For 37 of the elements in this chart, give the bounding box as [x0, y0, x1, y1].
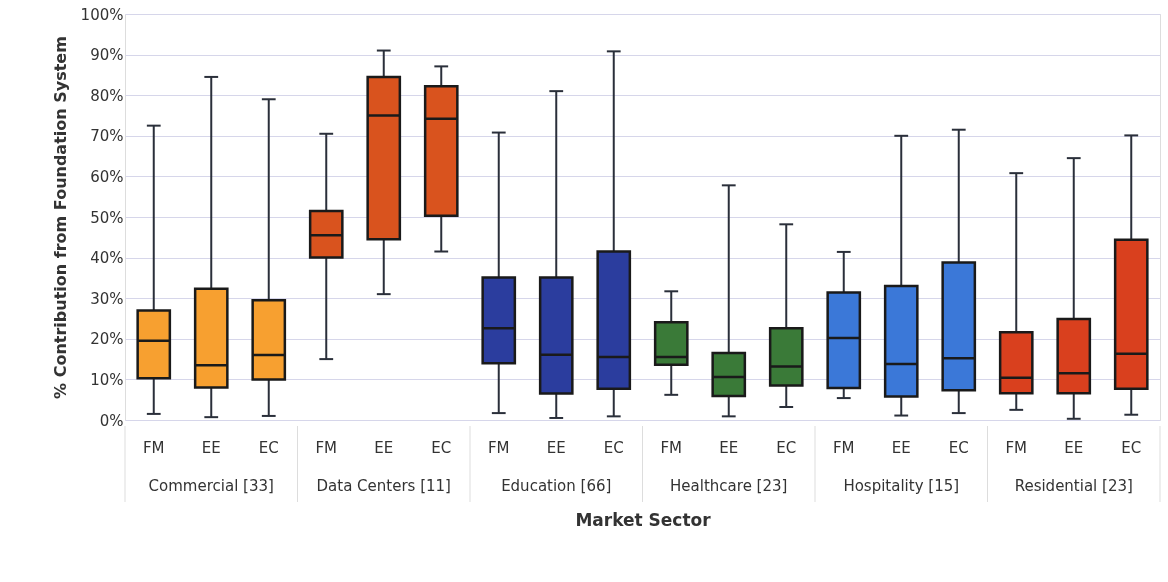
x-tick-label: EE — [891, 439, 911, 457]
text: Education [66] — [501, 477, 612, 495]
y-axis-title: % Contribution from Foundation System — [50, 36, 70, 399]
x-tick-label: FM — [832, 439, 855, 457]
text: Residential [23] — [1014, 477, 1133, 495]
x-tick-label: EE — [546, 439, 566, 457]
x-tick-label: EC — [258, 439, 279, 457]
x-tick-label: EC — [948, 439, 969, 457]
y-tick-label: 100% — [80, 5, 124, 24]
x-tick-label: FM — [660, 439, 683, 457]
x-tick-label: FM — [315, 439, 338, 457]
y-tick-label: 20% — [90, 330, 124, 349]
y-tick-label: 70% — [90, 127, 124, 146]
x-tick-label: EC — [431, 439, 452, 457]
x-axis-title: Market Sector — [575, 509, 712, 530]
x-tick-label: EE — [1064, 439, 1084, 457]
x-tick-label: FM — [1005, 439, 1028, 457]
y-tick-label: 40% — [90, 249, 124, 268]
text: Hospitality [15] — [843, 477, 960, 495]
y-tick-label: 0% — [99, 411, 124, 430]
y-tick-label: 30% — [90, 289, 124, 308]
text: Data Centers [11] — [316, 477, 451, 495]
x-tick-label: EE — [719, 439, 739, 457]
y-tick-label: 50% — [90, 208, 124, 227]
x-tick-label: FM — [487, 439, 510, 457]
y-tick-label: 10% — [90, 370, 124, 389]
x-tick-label: EC — [1121, 439, 1142, 457]
text: Commercial [33] — [148, 477, 274, 495]
y-tick-label: 90% — [90, 46, 124, 65]
x-tick-label: EC — [603, 439, 624, 457]
x-tick-label: EC — [776, 439, 797, 457]
x-tick-label: EE — [374, 439, 394, 457]
y-tick-label: 80% — [90, 86, 124, 105]
x-tick-label: EE — [201, 439, 221, 457]
x-tick-label: FM — [142, 439, 165, 457]
text: Healthcare [23] — [670, 477, 788, 495]
y-tick-label: 60% — [90, 167, 124, 186]
